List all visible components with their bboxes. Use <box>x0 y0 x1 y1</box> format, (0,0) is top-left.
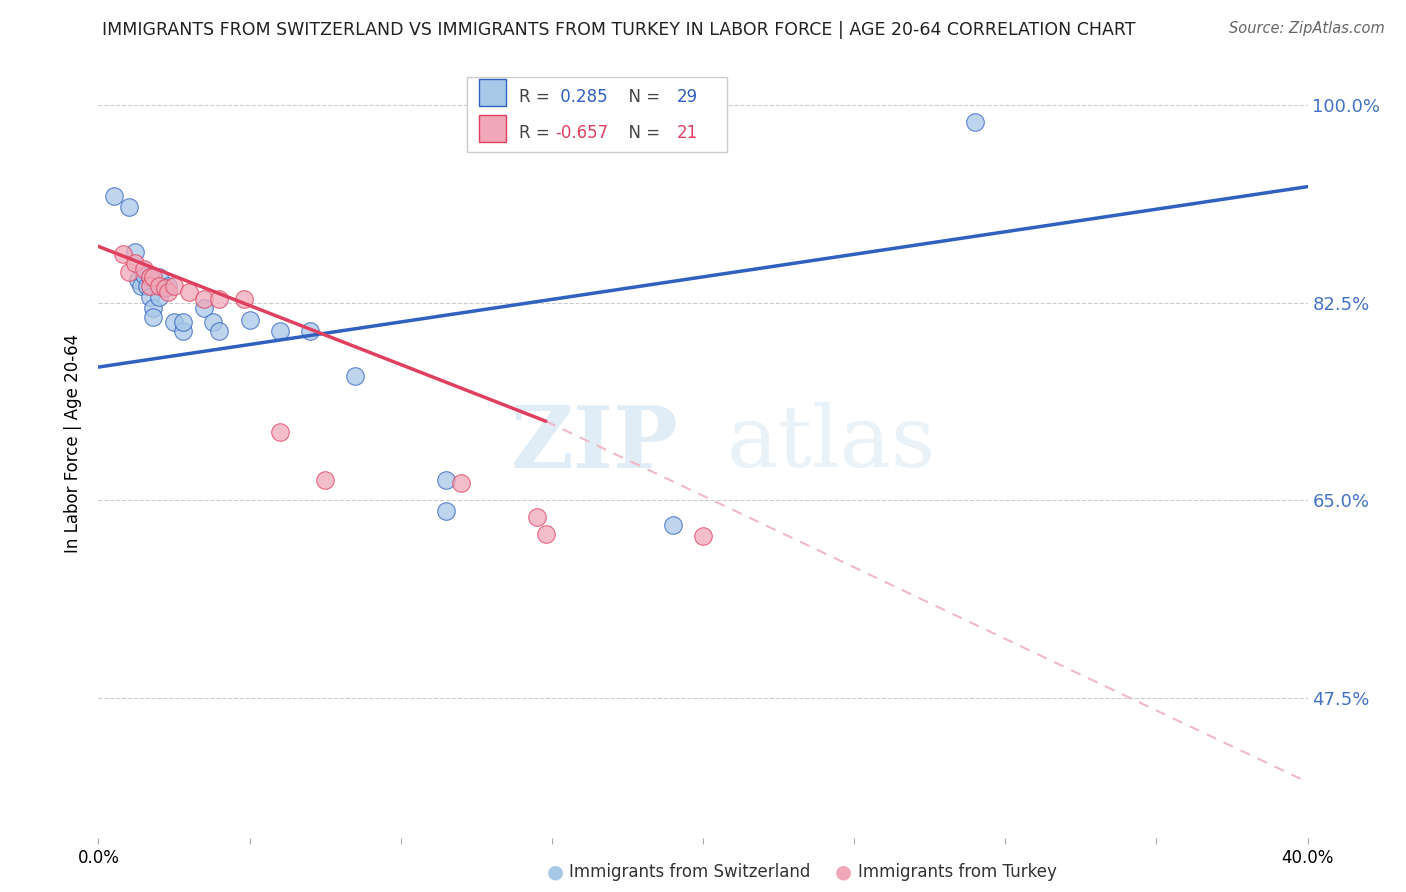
Point <box>526 510 548 524</box>
Text: 21: 21 <box>676 124 697 142</box>
Point <box>314 473 336 487</box>
Point <box>299 324 322 338</box>
Point <box>135 279 157 293</box>
Point <box>148 269 170 284</box>
Point <box>103 188 125 202</box>
Point <box>139 279 162 293</box>
Text: -0.657: -0.657 <box>555 124 609 142</box>
Text: R =: R = <box>519 124 555 142</box>
FancyBboxPatch shape <box>479 78 506 106</box>
Point <box>692 529 714 543</box>
Point <box>148 279 170 293</box>
Point <box>124 256 146 270</box>
Point <box>179 285 201 299</box>
Text: 0.285: 0.285 <box>555 88 609 106</box>
Text: ●: ● <box>547 863 564 882</box>
Point <box>142 310 165 325</box>
Text: R =: R = <box>519 88 555 106</box>
Point <box>127 273 149 287</box>
Point <box>344 369 367 384</box>
Text: N =: N = <box>619 124 665 142</box>
Point <box>142 269 165 284</box>
Point <box>153 281 176 295</box>
Point <box>434 473 457 487</box>
Text: N =: N = <box>619 88 665 106</box>
Text: ZIP: ZIP <box>510 401 679 486</box>
Point <box>148 290 170 304</box>
Point <box>269 324 291 338</box>
Point <box>129 279 152 293</box>
Point <box>139 290 162 304</box>
Point <box>534 527 557 541</box>
Point <box>208 293 231 307</box>
Y-axis label: In Labor Force | Age 20-64: In Labor Force | Age 20-64 <box>65 334 83 553</box>
Point <box>661 518 683 533</box>
Point <box>132 262 155 277</box>
Point <box>269 425 291 440</box>
Point <box>163 279 186 293</box>
Point <box>202 315 225 329</box>
Point <box>111 247 134 261</box>
Point <box>139 269 162 284</box>
Point <box>434 504 457 518</box>
Point <box>193 293 215 307</box>
Text: 29: 29 <box>676 88 697 106</box>
Point <box>172 315 194 329</box>
Text: atlas: atlas <box>727 402 936 485</box>
FancyBboxPatch shape <box>479 114 506 143</box>
Text: ●: ● <box>835 863 852 882</box>
Point <box>118 200 141 214</box>
Point <box>156 279 179 293</box>
Point <box>156 285 179 299</box>
Text: Immigrants from Switzerland: Immigrants from Switzerland <box>569 863 811 881</box>
Point <box>118 265 141 279</box>
Point <box>239 312 262 326</box>
Point <box>163 315 186 329</box>
Point <box>193 301 215 316</box>
Point <box>450 476 472 491</box>
Text: Source: ZipAtlas.com: Source: ZipAtlas.com <box>1229 21 1385 36</box>
Point <box>124 245 146 260</box>
FancyBboxPatch shape <box>467 77 727 152</box>
Point <box>142 301 165 316</box>
Text: IMMIGRANTS FROM SWITZERLAND VS IMMIGRANTS FROM TURKEY IN LABOR FORCE | AGE 20-64: IMMIGRANTS FROM SWITZERLAND VS IMMIGRANT… <box>101 21 1136 38</box>
Point <box>153 281 176 295</box>
Point <box>208 324 231 338</box>
Point <box>232 293 254 307</box>
Text: Immigrants from Turkey: Immigrants from Turkey <box>858 863 1056 881</box>
Point <box>172 324 194 338</box>
Point <box>132 268 155 282</box>
Point <box>139 269 162 284</box>
Point <box>965 115 987 129</box>
